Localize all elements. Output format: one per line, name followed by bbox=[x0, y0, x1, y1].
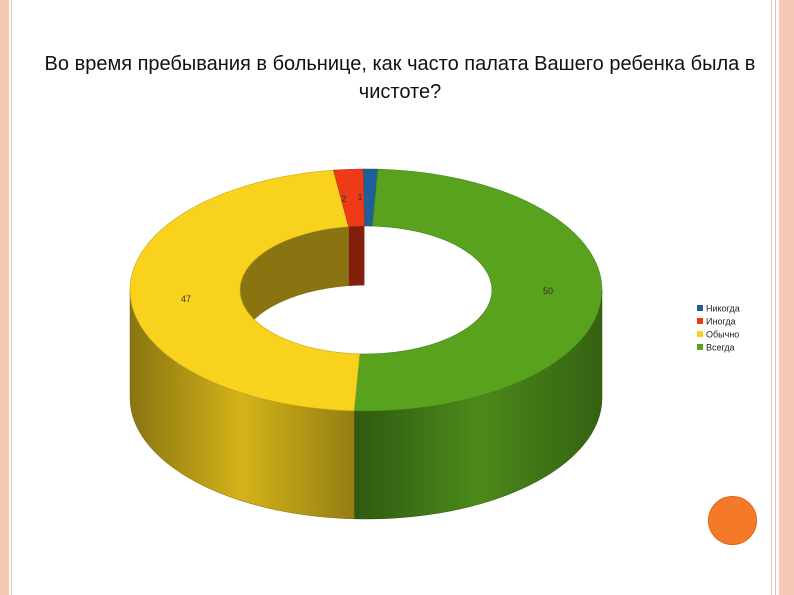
slide-border-left-line bbox=[11, 0, 12, 595]
legend-label: Обычно bbox=[706, 330, 739, 340]
data-label: 2 bbox=[341, 194, 346, 204]
legend-swatch bbox=[697, 331, 703, 337]
slide-border-right-line bbox=[771, 0, 772, 595]
doughnut-inner-wall bbox=[348, 226, 365, 287]
doughnut-slice-Обычно bbox=[129, 169, 360, 412]
doughnut-slice-Всегда bbox=[353, 168, 602, 412]
page-title: Во время пребывания в больнице, как част… bbox=[44, 53, 756, 103]
data-label: 47 bbox=[181, 294, 191, 304]
legend-swatch bbox=[697, 305, 703, 311]
slide-border-right bbox=[779, 0, 794, 595]
slide-border-right-line bbox=[775, 0, 776, 595]
legend-swatch bbox=[697, 318, 703, 324]
data-label: 1 bbox=[357, 192, 362, 202]
doughnut-inner-wall bbox=[240, 226, 349, 350]
legend-label: Иногда bbox=[706, 317, 736, 327]
data-label: 50 bbox=[543, 286, 553, 296]
legend-label: Всегда bbox=[706, 343, 735, 353]
slide-border-left bbox=[0, 0, 9, 595]
legend-label: Никогда bbox=[706, 304, 740, 314]
decorative-orange-circle bbox=[708, 496, 757, 545]
legend-swatch bbox=[697, 344, 703, 350]
doughnut-slice-Иногда bbox=[333, 168, 365, 227]
